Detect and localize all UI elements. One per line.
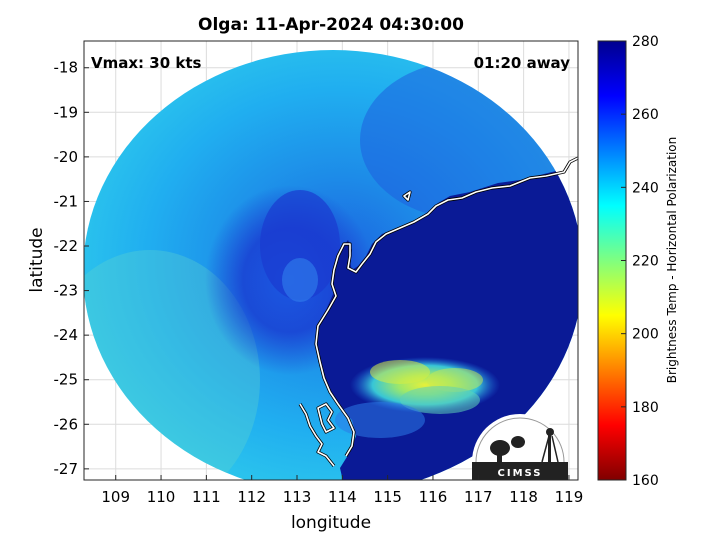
x-tick-label: 112 <box>237 488 266 506</box>
y-tick-label: -24 <box>54 326 79 344</box>
y-axis-ticks: -18 -19 -20 -21 -22 -23 -24 -25 -26 -27 <box>54 59 89 478</box>
x-tick-label: 111 <box>192 488 221 506</box>
colorbar-label: Brightness Temp - Horizontal Polarizatio… <box>665 137 679 384</box>
colorbar-tick-label: 180 <box>632 400 659 416</box>
x-axis-ticks: 109 110 111 112 113 114 115 116 117 118 119 <box>101 475 583 506</box>
colorbar-tick-label: 240 <box>632 180 659 196</box>
y-axis-label: latitude <box>27 227 47 292</box>
colorbar: 280 260 240 220 200 180 160 Brightness Temp - … <box>597 34 679 489</box>
x-tick-label: 116 <box>419 488 448 506</box>
x-tick-label: 113 <box>283 488 312 506</box>
x-tick-label: 118 <box>509 488 538 506</box>
y-tick-label: -26 <box>54 415 79 433</box>
x-tick-label: 114 <box>328 488 357 506</box>
map-plot: Vmax: 30 kts 01:20 away CIMSS <box>84 41 578 480</box>
x-tick-label: 115 <box>373 488 402 506</box>
colorbar-ticks: 280 260 240 220 200 180 160 <box>621 34 659 489</box>
colorbar-tick-label: 220 <box>632 254 659 270</box>
y-tick-label: -19 <box>54 103 79 121</box>
cimss-logo-text: CIMSS <box>498 468 543 479</box>
y-tick-label: -25 <box>54 371 79 389</box>
y-tick-label: -21 <box>54 192 79 210</box>
cimss-logo: CIMSS <box>472 414 568 480</box>
time-away-label: 01:20 away <box>474 54 571 72</box>
x-tick-label: 119 <box>555 488 584 506</box>
y-tick-label: -27 <box>54 460 79 478</box>
brightness-temp-disc <box>84 50 578 480</box>
colorbar-tick-label: 260 <box>632 107 659 123</box>
y-tick-label: -23 <box>54 282 79 300</box>
x-axis-label: longitude <box>291 513 371 533</box>
colorbar-tick-label: 160 <box>632 473 659 489</box>
y-tick-label: -18 <box>54 59 79 77</box>
colorbar-tick-label: 200 <box>632 327 659 343</box>
colorbar-tick-label: 280 <box>632 34 659 50</box>
x-tick-label: 110 <box>147 488 176 506</box>
y-tick-label: -22 <box>54 237 79 255</box>
y-tick-label: -20 <box>54 148 79 166</box>
axes-frame <box>83 40 579 481</box>
x-tick-label: 109 <box>101 488 130 506</box>
x-tick-label: 117 <box>464 488 493 506</box>
chart-title: Olga: 11-Apr-2024 04:30:00 <box>198 15 464 35</box>
vmax-label: Vmax: 30 kts <box>91 54 201 72</box>
